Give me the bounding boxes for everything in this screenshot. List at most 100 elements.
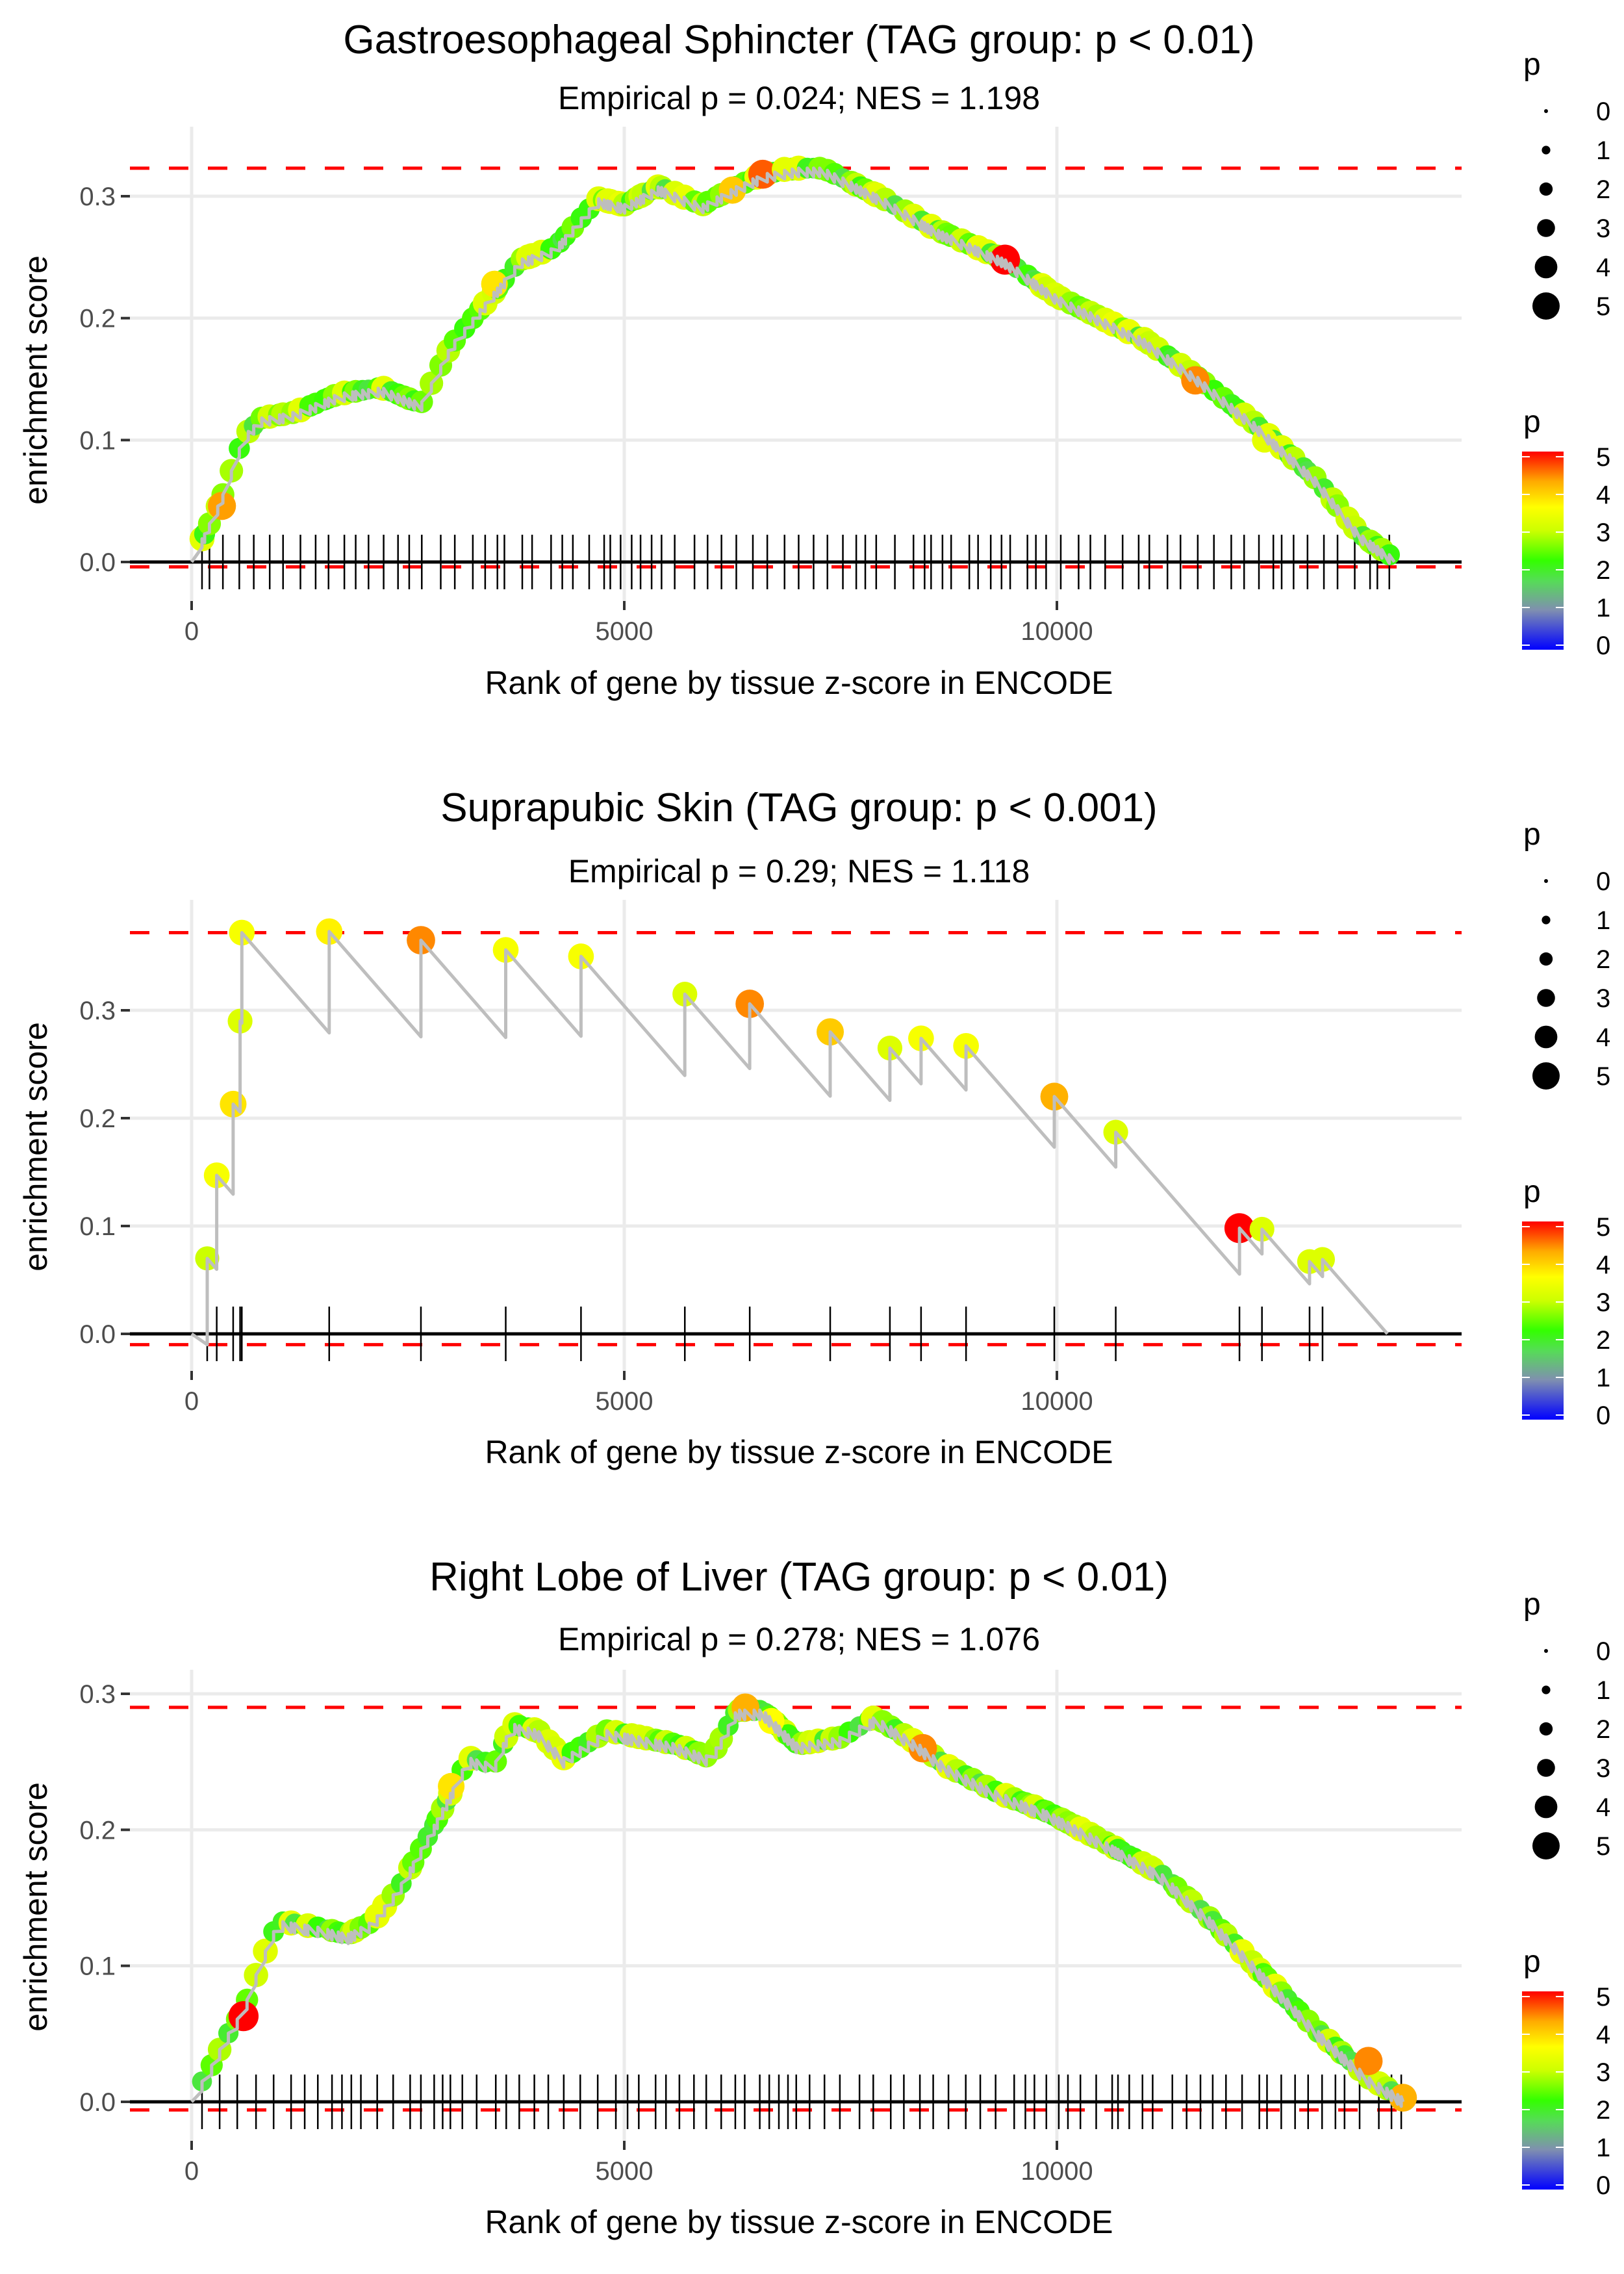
color-legend-label: 3 [1596,518,1610,547]
color-legend-label: 3 [1596,2058,1610,2087]
size-legend-label: 5 [1596,292,1610,321]
enrichment-curve [190,930,1389,1347]
color-legend-label: 1 [1596,2134,1610,2162]
color-legend-label: 5 [1596,1213,1610,1242]
size-legend-label: 0 [1596,1637,1610,1666]
size-legend-dot [1537,989,1555,1007]
size-legend-dot [1534,255,1558,279]
color-legend-title: p [1523,1945,1541,1979]
y-tick-label: 0.1 [79,426,116,455]
color-legend-title: p [1523,405,1541,439]
size-legend-dot [1544,1649,1548,1653]
y-tick-label: 0.1 [79,1212,116,1241]
panel-subtitle: Empirical p = 0.024; NES = 1.198 [558,80,1040,116]
color-bar [1522,1221,1564,1420]
color-legend-label: 2 [1596,556,1610,585]
hit-points [189,155,1401,566]
x-axis-label: Rank of gene by tissue z-score in ENCODE [485,665,1113,701]
x-axis-label: Rank of gene by tissue z-score in ENCODE [485,2204,1113,2240]
color-legend-label: 3 [1596,1288,1610,1317]
x-tick-label: 5000 [596,1387,653,1416]
legend: p 0 1 2 3 4 5 p 5 4 3 2 1 0 [1522,47,1610,660]
hit-points [192,1693,1417,2112]
color-legend-label: 1 [1596,594,1610,622]
x-tick-label: 5000 [596,2157,653,2186]
x-tick-label: 5000 [596,617,653,646]
color-legend-label: 0 [1596,1401,1610,1430]
y-tick-label: 0.3 [79,183,116,211]
size-legend-title: p [1523,47,1541,82]
x-tick-label: 10000 [1021,2157,1093,2186]
size-legend-dot [1532,1832,1560,1859]
panel-title: Right Lobe of Liver (TAG group: p < 0.01… [429,1555,1169,1600]
color-legend-label: 4 [1596,2021,1610,2049]
highlight-point [438,1772,465,1800]
y-tick-label: 0.2 [79,1816,116,1845]
size-legend-label: 5 [1596,1832,1610,1861]
size-legend-label: 3 [1596,1754,1610,1783]
y-axis-label: enrichment score [18,255,54,505]
y-axis-label: enrichment score [18,1022,54,1271]
enrichment-curve [190,166,1396,565]
size-legend-label: 4 [1596,1793,1610,1822]
size-legend-label: 4 [1596,1023,1610,1052]
size-legend-label: 1 [1596,906,1610,935]
size-legend-label: 2 [1596,945,1610,974]
size-legend-dot [1542,915,1551,925]
highlight-point [207,492,236,520]
y-tick-label: 0.3 [79,997,116,1025]
y-tick-label: 0.0 [79,2088,116,2117]
size-legend-label: 1 [1596,1676,1610,1705]
size-legend-label: 5 [1596,1062,1610,1091]
highlight-point [228,2000,259,2032]
color-legend-label: 0 [1596,632,1610,660]
size-legend-dot [1537,1759,1555,1777]
plot-area: 0.0 0.1 0.2 0.3 0 5000 10000 [79,900,1462,1416]
panel-subtitle: Empirical p = 0.278; NES = 1.076 [558,1621,1040,1657]
color-legend-title: p [1523,1175,1541,1209]
y-tick-label: 0.1 [79,1952,116,1981]
size-legend-label: 2 [1596,175,1610,204]
size-legend-label: 4 [1596,253,1610,282]
size-legend-dot [1544,879,1548,883]
highlight-point [1354,2047,1383,2076]
y-tick-label: 0.2 [79,1105,116,1133]
x-tick-label: 10000 [1021,617,1093,646]
size-legend-dot [1532,1062,1560,1090]
panel-title: Gastroesophageal Sphincter (TAG group: p… [343,18,1254,62]
size-legend-dot [1534,1795,1558,1819]
panel-title: Suprapubic Skin (TAG group: p < 0.001) [440,786,1157,830]
y-tick-label: 0.2 [79,305,116,333]
size-legend-title: p [1523,817,1541,852]
size-legend-dot [1539,952,1553,966]
x-tick-label: 0 [184,1387,199,1416]
panel-3: Right Lobe of Liver (TAG group: p < 0.01… [18,1555,1610,2240]
legend: p 0 1 2 3 4 5 p 5 4 3 2 1 0 [1522,817,1610,1430]
x-tick-label: 0 [184,617,199,646]
color-bar [1522,1991,1564,2190]
size-legend-dot [1534,1025,1558,1049]
enrichment-curve [190,1708,1405,2108]
size-legend-label: 0 [1596,867,1610,896]
color-legend-label: 0 [1596,2171,1610,2200]
size-legend-dot [1539,1722,1553,1736]
size-legend-dot [1537,219,1555,237]
size-legend-title: p [1523,1587,1541,1622]
color-legend-label: 4 [1596,481,1610,509]
color-legend-label: 5 [1596,443,1610,472]
size-legend-label: 2 [1596,1715,1610,1744]
size-legend-dot [1544,109,1548,113]
panel-1: Gastroesophageal Sphincter (TAG group: p… [18,18,1610,701]
size-legend-dot [1542,1685,1551,1694]
plot-area: 0.0 0.1 0.2 0.3 0 5000 10000 [79,1670,1462,2186]
color-legend-label: 2 [1596,1326,1610,1355]
color-legend-label: 4 [1596,1251,1610,1279]
color-legend-label: 1 [1596,1364,1610,1392]
size-legend-label: 0 [1596,97,1610,126]
size-legend-dot [1539,182,1553,196]
color-legend-label: 5 [1596,1983,1610,2012]
x-axis-label: Rank of gene by tissue z-score in ENCODE [485,1434,1113,1470]
size-legend-label: 3 [1596,214,1610,243]
size-legend-label: 1 [1596,136,1610,165]
